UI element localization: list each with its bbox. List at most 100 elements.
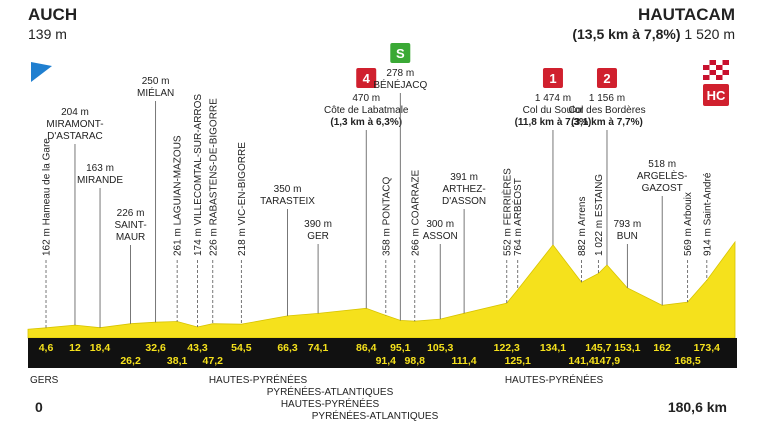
waypoint-name: MIRAMONT-: [46, 119, 103, 130]
badge-box: [542, 68, 563, 88]
km-label: 173,4: [694, 342, 720, 354]
category-badge: 2: [596, 68, 617, 88]
km-label: 141,4: [568, 355, 594, 367]
km-label: 18,4: [90, 342, 111, 354]
waypoint-elevation: 162 m: [42, 228, 53, 256]
waypoint-name: FERRIÈRES: [500, 168, 513, 226]
waypoint-name: GAZOST: [642, 183, 683, 194]
waypoint-elevation: 300 m: [426, 219, 454, 230]
km-label: 12: [69, 342, 81, 354]
waypoint-elevation: 266 m: [410, 228, 421, 256]
finish-elevation: 1 520 m: [684, 26, 735, 42]
waypoint-name: BUN: [617, 231, 638, 242]
region-label: PYRÉNÉES-ATLANTIQUES: [312, 409, 439, 422]
region-label: HAUTES-PYRÉNÉES: [209, 373, 308, 386]
waypoint-label: 882 m Arrens: [577, 197, 588, 256]
waypoint-label: 569 m Arbouix: [683, 192, 694, 256]
km-label: 111,4: [452, 355, 477, 367]
category-badge: S: [390, 43, 411, 63]
waypoint-name: MIRANDE: [77, 175, 123, 186]
badge-box: [390, 43, 411, 63]
finish-km: 180,6 km: [668, 399, 727, 415]
waypoint-label: 764 m ARBÉOST: [511, 178, 524, 256]
waypoint-elevation: 250 m: [142, 76, 170, 87]
waypoint-name: Arrens: [577, 197, 588, 226]
region-label: HAUTES-PYRÉNÉES: [505, 373, 604, 386]
badge-text: 2: [603, 71, 610, 86]
waypoint-elevation: 470 m: [352, 93, 380, 104]
waypoint-name: SAINT-: [114, 220, 146, 231]
km-label: 54,5: [231, 342, 252, 354]
waypoint-name: Col du Soulor: [523, 105, 584, 116]
waypoint-name: ARTHEZ-: [443, 184, 486, 195]
finish-line: (13,5 km à 7,8%) 1 520 m: [572, 26, 735, 42]
km-label: 4,6: [39, 342, 54, 354]
badge-text: 4: [363, 71, 371, 86]
km-label: 147,9: [594, 355, 620, 367]
waypoint-elevation: 518 m: [648, 159, 676, 170]
waypoint-name: D'ASSON: [442, 196, 486, 207]
finish-detail: (13,5 km à 7,8%): [572, 26, 680, 42]
waypoint-name: Côte de Labatmale: [324, 105, 409, 116]
waypoint-name: ESTAING: [594, 174, 605, 217]
waypoint-elevation: 1 474 m: [535, 93, 571, 104]
waypoint-elevation: 914 m: [702, 228, 713, 256]
km-label: 105,3: [427, 342, 453, 354]
waypoint-elevation: 278 m: [386, 68, 414, 79]
waypoint-elevation: 1 156 m: [589, 93, 625, 104]
start-km: 0: [35, 399, 43, 415]
waypoint-name: ARBÉOST: [511, 178, 524, 226]
waypoint-name: MAUR: [116, 232, 145, 243]
waypoint-name: MIÉLAN: [137, 86, 174, 99]
region-label: GERS: [30, 375, 59, 386]
waypoint-label: 1 022 m ESTAING: [594, 174, 605, 256]
waypoint-elevation: 390 m: [304, 219, 332, 230]
km-label: 162: [653, 342, 671, 354]
waypoint-elevation: 358 m: [381, 228, 392, 256]
waypoint-name: Col des Bordères: [568, 105, 645, 116]
finish-category: HC: [707, 88, 726, 103]
region-label: PYRÉNÉES-ATLANTIQUES: [267, 385, 394, 398]
badge-text: 1: [549, 71, 556, 86]
waypoint-elevation: 391 m: [450, 172, 478, 183]
start-name: AUCH: [28, 5, 77, 24]
waypoint-name: LAGUIAN-MAZOUS: [173, 135, 184, 225]
km-label: 47,2: [203, 355, 224, 367]
waypoint-name: GER: [307, 231, 329, 242]
waypoint-name: D'ASTARAC: [47, 131, 103, 142]
start-elevation: 139 m: [28, 26, 67, 42]
category-badge: 1: [542, 68, 563, 88]
waypoint-name: PONTACQ: [381, 176, 392, 225]
waypoint-label: 261 m LAGUIAN-MAZOUS: [173, 135, 184, 256]
waypoint-name: TARASTEIX: [260, 196, 315, 207]
km-label: 168,5: [674, 355, 700, 367]
waypoint-elevation: 163 m: [86, 163, 114, 174]
km-label: 32,6: [145, 342, 166, 354]
km-label: 153,1: [614, 342, 640, 354]
badge-box: [356, 68, 377, 88]
waypoint-name: Arbouix: [683, 192, 694, 226]
km-label: 95,1: [390, 342, 411, 354]
km-label: 134,1: [540, 342, 566, 354]
waypoint-elevation: 793 m: [613, 219, 641, 230]
waypoint-label: 162 m Hameau de la Gare: [42, 138, 53, 256]
waypoint-elevation: 226 m: [117, 208, 145, 219]
km-label: 26,2: [120, 355, 141, 367]
km-label: 125,1: [505, 355, 531, 367]
waypoint-label: 218 m VIC-EN-BIGORRE: [237, 142, 248, 256]
km-label: 38,1: [167, 355, 188, 367]
waypoint-label: 914 m Saint-André: [702, 172, 713, 256]
badge-text: S: [396, 46, 405, 61]
km-label: 91,4: [376, 355, 397, 367]
waypoint-label: 174 m VILLECOMTAL-SUR-ARROS: [193, 94, 204, 256]
waypoint-name: VIC-EN-BIGORRE: [237, 142, 248, 226]
waypoint-name: VILLECOMTAL-SUR-ARROS: [193, 94, 204, 226]
waypoint-name: COARRAZE: [410, 170, 421, 226]
waypoint-elevation: 174 m: [193, 228, 204, 256]
category-badge: 4: [356, 68, 377, 88]
waypoint-label: 358 m PONTACQ: [381, 176, 392, 256]
finish-name: HAUTACAM: [638, 5, 735, 24]
start-flag: [31, 62, 52, 82]
km-label: 145,7: [585, 342, 611, 354]
waypoint-elevation: 350 m: [274, 184, 302, 195]
